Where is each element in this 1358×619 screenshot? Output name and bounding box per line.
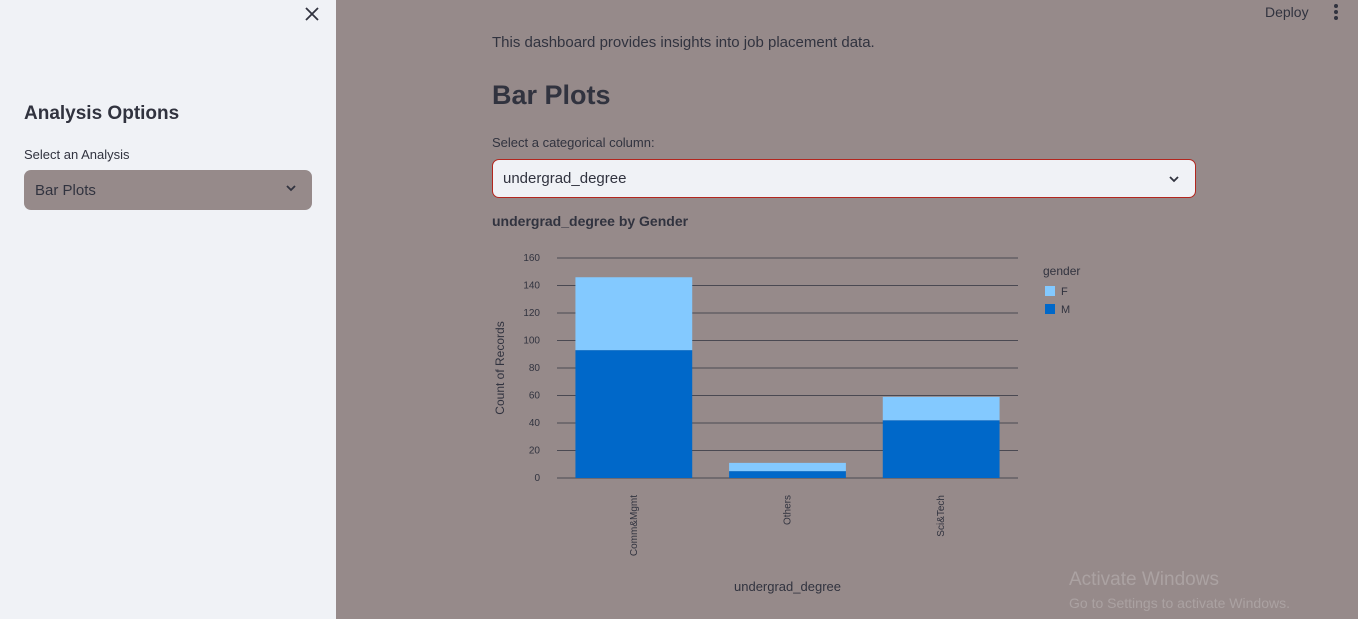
activate-windows-title: Activate Windows — [1069, 569, 1219, 590]
y-tick-label: 40 — [529, 418, 541, 429]
column-select-value: undergrad_degree — [503, 170, 627, 187]
page-title: Bar Plots — [492, 80, 611, 110]
analysis-select-label: Select an Analysis — [24, 147, 130, 162]
x-axis-label: undergrad_degree — [734, 579, 841, 594]
y-tick-label: 60 — [529, 391, 541, 402]
bar-F — [729, 462, 846, 472]
column-select-label: Select a categorical column: — [492, 135, 655, 150]
y-tick-label: 100 — [523, 336, 540, 347]
bar-M — [729, 471, 846, 478]
chevron-down-icon — [286, 185, 296, 192]
column-select[interactable]: undergrad_degree — [492, 159, 1196, 198]
analysis-select[interactable]: Bar Plots — [24, 170, 312, 210]
bar-M — [575, 350, 693, 478]
legend-title: gender — [1043, 264, 1080, 278]
bar-F — [882, 396, 1000, 421]
y-tick-label: 140 — [523, 281, 540, 292]
more-vertical-icon — [1328, 4, 1344, 20]
analysis-select-value: Bar Plots — [35, 181, 96, 199]
chart-title: undergrad_degree by Gender — [492, 213, 689, 229]
x-tick-label: Comm&Mgmt — [629, 495, 640, 556]
legend-swatch-M — [1045, 304, 1055, 314]
bar-chart: 0 20 40 60 80 100 120 140 160 Comm&Mgmt Others Sci&… — [493, 253, 1080, 594]
activate-windows-subtitle: Go to Settings to activate Windows. — [1069, 595, 1290, 611]
legend-label-M: M — [1061, 304, 1070, 316]
y-tick-label: 120 — [523, 308, 540, 319]
y-tick-label: 20 — [529, 446, 541, 457]
bar-F — [575, 277, 693, 351]
y-tick-label: 80 — [529, 363, 541, 374]
intro-text: This dashboard provides insights into jo… — [492, 34, 875, 51]
x-tick-label: Others — [783, 495, 794, 525]
legend-label-F: F — [1061, 286, 1068, 298]
y-tick-label: 0 — [534, 473, 540, 484]
chevron-down-icon — [1169, 176, 1179, 183]
bar-M — [882, 420, 1000, 478]
x-tick-label: Sci&Tech — [936, 495, 947, 537]
legend-swatch-F — [1045, 286, 1055, 296]
close-sidebar-button[interactable] — [302, 4, 322, 24]
y-tick-label: 160 — [523, 253, 540, 264]
close-icon — [305, 7, 319, 21]
y-axis-label: Count of Records — [493, 321, 507, 414]
main-menu-button[interactable] — [1328, 3, 1344, 23]
sidebar: Analysis Options Select an Analysis Bar … — [0, 0, 336, 619]
deploy-button[interactable]: Deploy — [1265, 4, 1309, 20]
sidebar-title: Analysis Options — [24, 103, 180, 124]
